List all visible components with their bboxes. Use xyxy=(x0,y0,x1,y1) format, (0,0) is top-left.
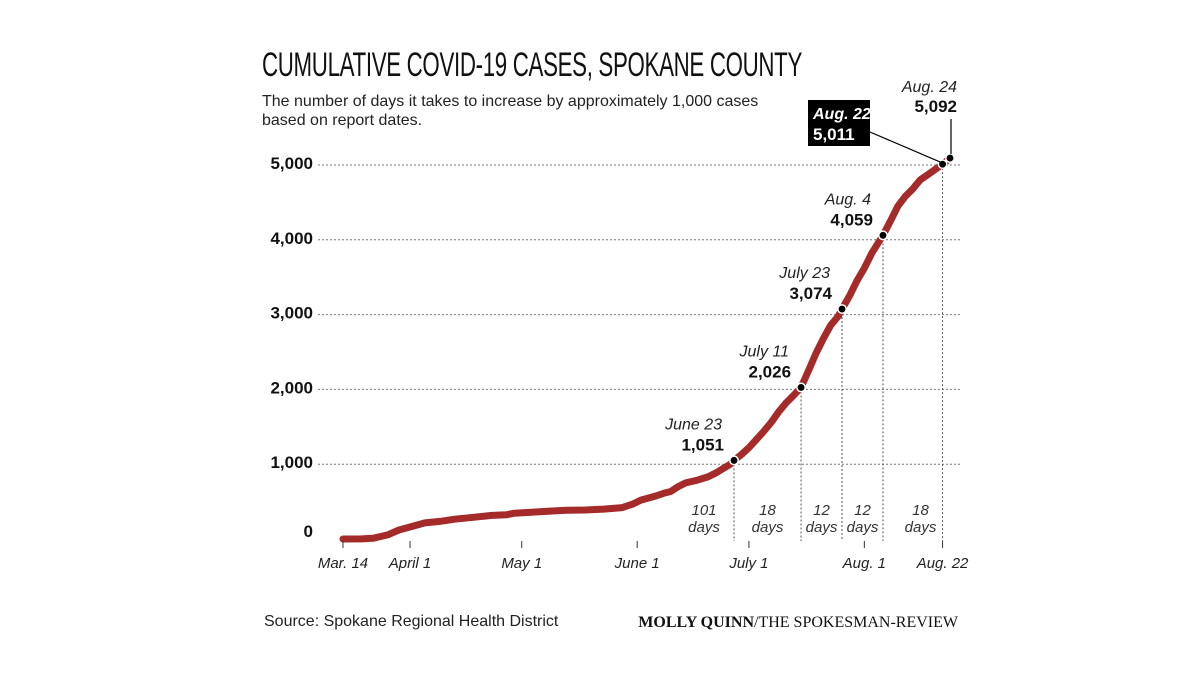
interval-lines xyxy=(733,164,944,541)
data-point-marker-2026 xyxy=(796,382,806,393)
annotation-value-1051: 1,051 xyxy=(681,435,724,454)
y-tick-label-4000: 4,000 xyxy=(270,229,313,248)
gridlines xyxy=(318,164,962,465)
annotation-date-1051: June 23 xyxy=(664,416,722,433)
y-axis-tick-labels: 0 1,000 2,000 3,000 4,000 5,000 xyxy=(270,154,313,541)
annotation-date-3074: July 23 xyxy=(778,265,830,282)
x-axis-ticks: Mar. 14 April 1 May 1 June 1 July 1 Aug. 1 Aug… xyxy=(318,541,969,572)
interval-count-4: 18 xyxy=(912,502,929,519)
y-tick-label-0: 0 xyxy=(304,522,313,541)
credit-line: MOLLY QUINN/THE SPOKESMAN-REVIEW xyxy=(638,614,959,631)
highlight-box-5011 xyxy=(808,100,870,146)
y-tick-label-1000: 1,000 xyxy=(270,453,313,472)
annotation-value-2026: 2,026 xyxy=(748,362,791,381)
marker-layer xyxy=(729,153,955,466)
credit-publication: /THE SPOKESMAN-REVIEW xyxy=(754,614,959,631)
annotation-date-5092: Aug. 24 xyxy=(901,79,957,96)
interval-unit-0: days xyxy=(688,519,720,536)
chart-title: CUMULATIVE COVID-19 CASES, SPOKANE COUNT… xyxy=(262,46,802,84)
annotation-value-5011: 5,011 xyxy=(813,125,855,144)
x-tick-label-109: July 1 xyxy=(728,555,768,572)
annotation-value-5092: 5,092 xyxy=(914,97,957,116)
y-tick-label-2000: 2,000 xyxy=(270,378,313,397)
x-tick-label-18: April 1 xyxy=(388,555,432,572)
x-tick-label-79: June 1 xyxy=(614,555,660,572)
y-tick-label-3000: 3,000 xyxy=(270,304,313,323)
source-note: Source: Spokane Regional Health District xyxy=(264,613,559,630)
chart-subtitle-line-1: The number of days it takes to increase … xyxy=(262,93,758,110)
x-tick-label-0: Mar. 14 xyxy=(318,555,368,572)
annotation-date-4059: Aug. 4 xyxy=(824,191,871,208)
annotation-layer: June 23 1,051 July 11 2,026 July 23 3,074 Aug.… xyxy=(664,79,957,454)
interval-count-3: 12 xyxy=(854,502,871,519)
interval-count-0: 101 xyxy=(691,502,716,519)
interval-count-2: 12 xyxy=(813,502,830,519)
leader-line-5011 xyxy=(869,131,941,163)
interval-unit-2: days xyxy=(806,519,838,536)
data-point-marker-5092 xyxy=(945,153,955,164)
annotation-value-3074: 3,074 xyxy=(789,284,832,303)
interval-unit-1: days xyxy=(752,519,784,536)
y-tick-label-5000: 5,000 xyxy=(270,154,313,173)
interval-unit-4: days xyxy=(905,519,937,536)
data-point-marker-3074 xyxy=(837,304,847,315)
data-point-marker-1051 xyxy=(729,455,739,466)
credit-name: MOLLY QUINN xyxy=(638,614,754,631)
chart-subtitle-line-2: based on report dates. xyxy=(262,112,422,129)
annotation-date-2026: July 11 xyxy=(739,343,790,360)
x-tick-label-161: Aug. 22 xyxy=(916,555,969,572)
interval-count-1: 18 xyxy=(759,502,776,519)
x-tick-label-140: Aug. 1 xyxy=(842,555,886,572)
data-point-marker-4059 xyxy=(878,230,888,241)
interval-unit-3: days xyxy=(847,519,879,536)
annotation-date-5011: Aug. 22 xyxy=(812,106,871,123)
annotation-value-4059: 4,059 xyxy=(830,210,873,229)
x-tick-label-48: May 1 xyxy=(501,555,542,572)
